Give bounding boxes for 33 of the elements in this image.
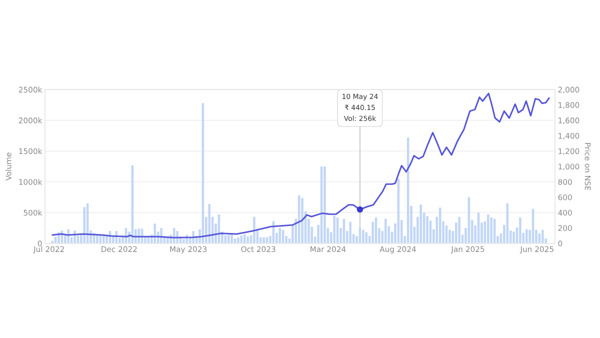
bar [230, 234, 233, 244]
bar [490, 218, 493, 244]
bar [106, 235, 108, 244]
bar [384, 218, 387, 244]
bar [349, 222, 352, 244]
bar [246, 236, 249, 244]
bar [301, 198, 304, 244]
bar [253, 216, 256, 244]
bar [525, 229, 528, 244]
bar [333, 216, 336, 244]
bar [224, 235, 227, 244]
bar [138, 228, 140, 244]
bar [362, 230, 364, 244]
bar [83, 207, 86, 244]
bar [448, 230, 451, 244]
bar [519, 218, 522, 244]
bar [208, 204, 210, 244]
bar [237, 237, 240, 244]
line-series [52, 92, 550, 238]
bar [487, 214, 490, 244]
bar [426, 216, 428, 244]
bar [541, 230, 544, 244]
bar [154, 224, 156, 244]
bar [458, 216, 460, 244]
bar [372, 222, 374, 244]
bar [506, 203, 509, 244]
bar [262, 237, 265, 244]
bar [365, 232, 368, 244]
bar [278, 228, 281, 244]
bar [160, 228, 162, 244]
bar [420, 204, 422, 244]
bar [324, 166, 326, 244]
bar [512, 232, 515, 244]
